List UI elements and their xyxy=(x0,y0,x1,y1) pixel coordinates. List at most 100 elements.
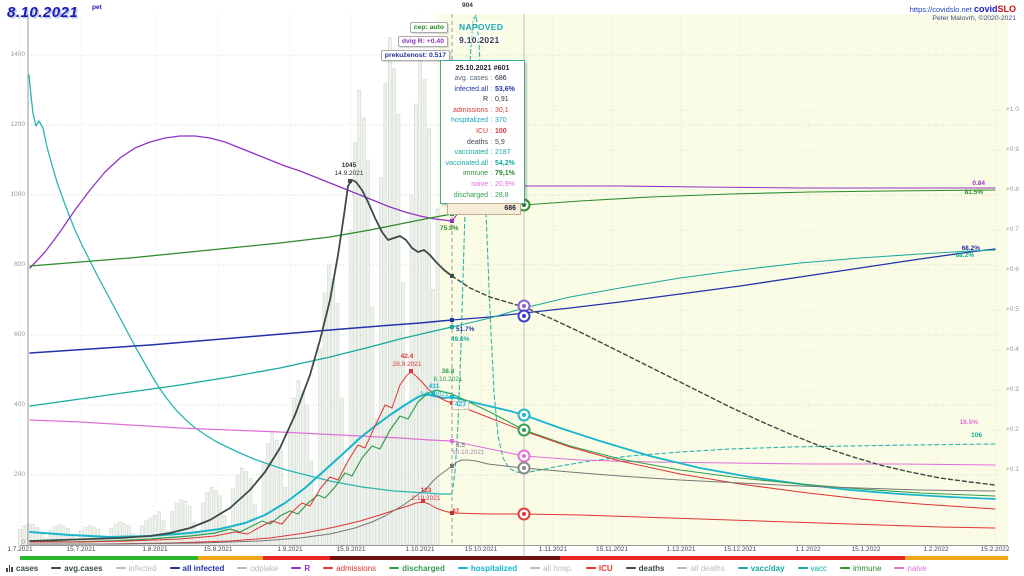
weekday-label: pet xyxy=(92,4,102,11)
today-marker xyxy=(450,511,454,515)
legend-swatch xyxy=(51,566,62,570)
today-marker xyxy=(450,464,454,468)
legend-item-admissions[interactable]: admissions xyxy=(323,564,376,573)
legend-item-vacc-day[interactable]: vacc/day xyxy=(737,564,785,573)
legend-label: hospitalized xyxy=(470,563,518,573)
phase-strip-segment xyxy=(198,556,263,560)
tooltip-row: avg. cases:686 xyxy=(454,75,507,82)
cases-bars xyxy=(18,37,440,546)
legend-label: all infected xyxy=(182,563,225,573)
tooltip-row: naive:20,9% xyxy=(471,180,515,188)
today-marker xyxy=(450,401,454,405)
legend-item-r[interactable]: R xyxy=(291,564,310,573)
legend: cases avg.cases infected all infected odplak… xyxy=(6,562,1020,574)
legend-item-vacc[interactable]: vacc xyxy=(797,563,827,573)
series-discharged xyxy=(29,389,453,543)
forecast-label: NAPOVED xyxy=(457,22,506,32)
legend-label: discharged xyxy=(402,563,445,573)
legend-item-all-hosp-[interactable]: all hosp. xyxy=(530,564,573,573)
brand-logo: covidSLO xyxy=(973,4,1016,14)
legend-item-deaths[interactable]: deaths xyxy=(625,563,665,573)
tooltip-row: deaths:5,9 xyxy=(466,138,505,146)
series-vacc xyxy=(29,326,453,407)
legend-swatch xyxy=(6,564,14,572)
today-marker xyxy=(450,219,454,223)
today-marker xyxy=(450,325,454,329)
legend-swatch xyxy=(677,566,688,570)
legend-item-infected[interactable]: infected xyxy=(115,563,157,573)
legend-swatch xyxy=(737,566,748,570)
series-naive-forecast xyxy=(451,440,996,466)
legend-swatch xyxy=(169,566,180,570)
series-deaths xyxy=(29,465,453,545)
tooltip-row: ICU:100 xyxy=(475,127,507,135)
phase-strip-segment xyxy=(905,556,1008,560)
timeline-strip xyxy=(20,556,1008,560)
tooltip-row: admissions:30,1 xyxy=(452,106,509,114)
annotation-r-rise: dvig R: +0.40 xyxy=(397,36,448,47)
legend-label: odplake xyxy=(250,563,279,573)
tooltip-row: vaccinated.all:54,2% xyxy=(445,159,515,167)
series-vacc-day xyxy=(28,74,453,495)
site-link[interactable]: https://covidslo.net xyxy=(909,5,972,14)
legend-label: admissions xyxy=(336,563,377,573)
page-title: 8.10.2021 xyxy=(7,4,79,21)
today-marker xyxy=(431,391,435,395)
legend-item-icu[interactable]: ICU xyxy=(585,563,613,573)
legend-item-all-deaths[interactable]: all deaths xyxy=(677,563,725,573)
legend-item-immune[interactable]: immune xyxy=(839,564,881,573)
legend-swatch xyxy=(237,566,248,570)
series-discharged-forecast xyxy=(451,393,996,497)
phase-strip-segment xyxy=(560,556,905,560)
tooltip-row: infected.all:53,6% xyxy=(454,85,515,93)
avg-cases-highlight: 686 xyxy=(447,203,521,215)
tooltip-row: immune:79,1% xyxy=(463,170,515,178)
legend-swatch xyxy=(530,566,541,570)
legend-label: all hosp. xyxy=(543,563,573,573)
legend-item-odplake[interactable]: odplake xyxy=(237,564,278,573)
tooltip-row: discharged:28,8 xyxy=(453,191,509,199)
series-r xyxy=(29,135,453,269)
legend-item-all-infected[interactable]: all infected xyxy=(169,563,225,573)
series-vacc-forecast xyxy=(451,249,996,328)
forecast-peak-label: 904 xyxy=(462,2,473,9)
author-credit: Peter Malovrh, ©2020-2021 xyxy=(932,15,1016,22)
legend-item-naive[interactable]: naive xyxy=(894,563,927,573)
legend-swatch xyxy=(894,566,905,570)
today-marker xyxy=(348,179,352,183)
series-hospitalized-forecast xyxy=(451,396,996,500)
legend-swatch xyxy=(585,566,596,570)
site-header: https://covidslo.net covidSLO xyxy=(910,4,1016,14)
legend-swatch xyxy=(291,566,302,570)
legend-label: vacc xyxy=(810,563,827,573)
series-admissions-forecast xyxy=(451,402,996,510)
legend-item-cases[interactable]: cases xyxy=(6,564,38,573)
phase-strip-segment xyxy=(330,556,560,560)
series-all-infected xyxy=(29,319,453,354)
phase-strip-segment xyxy=(20,556,198,560)
today-marker xyxy=(450,439,454,443)
legend-label: deaths xyxy=(638,563,665,573)
tooltip-row: R:0,91 xyxy=(482,96,509,104)
legend-item-hospitalized[interactable]: hospitalized xyxy=(457,563,518,573)
phase-strip-segment xyxy=(263,556,330,560)
annotation-prekuzenost: prekuženost: 0.517 xyxy=(380,50,450,61)
legend-label: R xyxy=(304,563,311,573)
legend-swatch xyxy=(323,566,334,570)
legend-label: ICU xyxy=(598,563,613,573)
hover-tooltip: 25.10.2021 #601 avg. cases:686 infected.a… xyxy=(440,60,525,205)
legend-label: naive xyxy=(907,563,927,573)
legend-label: infected xyxy=(128,563,157,573)
legend-label: all deaths xyxy=(690,563,725,573)
legend-swatch xyxy=(389,566,400,570)
today-marker xyxy=(450,274,454,278)
series-avg-cases xyxy=(29,179,453,542)
legend-swatch xyxy=(625,566,636,570)
legend-item-avg-cases[interactable]: avg.cases xyxy=(51,564,103,573)
series-icu xyxy=(29,501,453,545)
forecast-date: 9.10.2021 xyxy=(457,35,502,45)
legend-item-discharged[interactable]: discharged xyxy=(389,564,445,573)
tooltip-row: vaccinated:2187 xyxy=(454,149,511,157)
